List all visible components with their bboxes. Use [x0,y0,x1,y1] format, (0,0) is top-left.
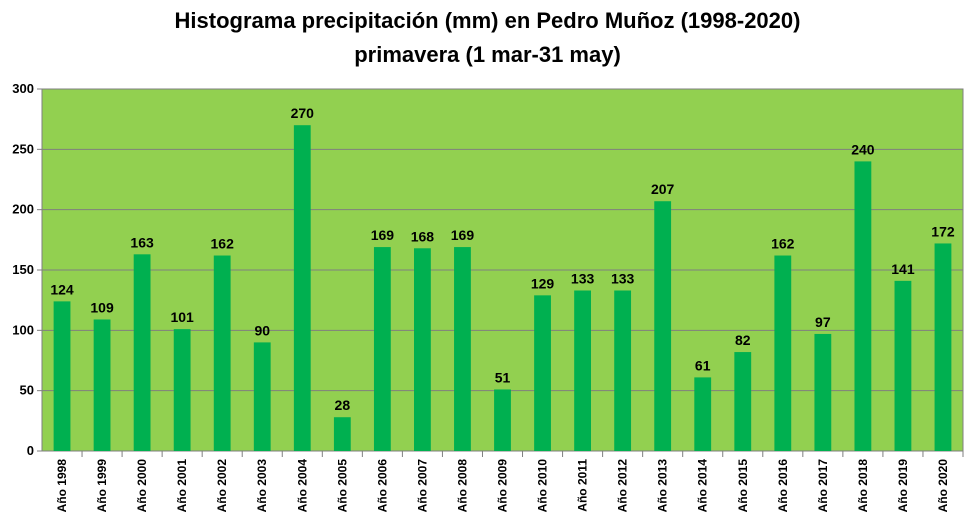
bar [454,247,471,451]
bar [694,377,712,451]
bar [333,417,351,451]
data-label: 207 [651,181,675,197]
data-label: 51 [495,369,511,385]
bar [293,125,311,451]
y-tick-label: 50 [20,383,34,398]
y-tick-label: 0 [27,443,34,458]
x-tick-label: Año 2016 [776,459,790,513]
data-label: 90 [254,322,270,338]
bar [494,389,511,451]
bar [774,255,792,451]
data-label: 141 [891,261,915,277]
bar [253,342,271,451]
y-tick-label: 300 [12,81,34,96]
bar [173,329,191,451]
x-tick-label: Año 2015 [736,459,750,513]
data-label: 97 [815,314,831,330]
bar [934,243,952,451]
x-tick-label: Año 1999 [95,459,109,513]
x-tick-label: Año 2002 [215,459,229,513]
data-label: 101 [170,309,194,325]
data-label: 129 [531,275,555,291]
x-tick-label: Año 2011 [576,459,590,512]
bars [53,125,952,451]
data-labels: 124 109 163 101 162 90 270 28 169 168 169 51 129 133 1… [50,105,955,413]
data-label: 162 [771,236,795,252]
y-tick-label: 150 [12,262,34,277]
bar [734,352,752,451]
y-tick-label: 100 [12,322,34,337]
data-label: 28 [335,397,351,413]
x-tick-label: Año 2010 [536,459,550,513]
data-label: 124 [50,281,74,297]
bar [53,301,71,451]
data-label: 169 [371,227,395,243]
data-label: 172 [931,223,955,239]
bar [854,161,872,451]
data-label: 270 [291,105,315,121]
data-label: 109 [90,299,114,315]
bar [213,255,231,451]
bar [894,280,912,451]
chart-title: Histograma precipitación (mm) en Pedro M… [174,8,801,33]
data-label: 82 [735,332,751,348]
x-tick-label: Año 2005 [335,459,349,513]
x-tick-label: Año 2019 [896,459,910,513]
x-tick-label: Año 2013 [656,459,670,513]
data-label: 163 [130,234,154,250]
bar [654,201,672,451]
x-tick-label: Año 1998 [55,459,69,513]
x-tick-label: Año 2000 [135,459,149,513]
chart-subtitle: primavera (1 mar-31 may) [354,42,621,67]
x-tick-label: Año 2006 [375,459,389,513]
data-label: 240 [851,141,875,157]
x-tick-label: Año 2012 [616,459,630,513]
data-label: 162 [211,236,235,252]
x-tick-label: Año 2020 [936,459,950,513]
x-tick-label: Año 2007 [415,459,429,513]
y-tick-label: 250 [12,141,34,156]
data-label: 133 [571,271,595,287]
y-tick-label: 200 [12,202,34,217]
x-tick-label: Año 2018 [856,459,870,513]
x-tick-label: Año 2014 [696,459,710,513]
data-label: 168 [411,228,435,244]
x-axis: Año 1998 Año 1999 Año 2000 Año 2001 Año 2002… [41,89,964,513]
data-label: 169 [451,227,475,243]
x-tick-label: Año 2003 [255,459,269,513]
data-label: 61 [695,357,711,373]
x-tick-label: Año 2017 [816,459,830,513]
x-tick-label: Año 2009 [496,459,510,513]
bar [814,333,832,451]
data-label: 133 [611,271,635,287]
gridlines [42,88,963,452]
x-tick-label: Año 2004 [295,459,309,513]
bar [373,247,391,451]
bar [534,295,551,451]
x-tick-label: Año 2001 [175,459,189,513]
x-tick-label: Año 2008 [455,459,469,513]
bar [414,248,431,451]
bar [93,319,111,451]
bar [614,290,632,451]
bar [133,254,151,451]
y-axis: 0 50 100 150 200 250 300 [12,81,42,458]
bar [574,290,591,451]
